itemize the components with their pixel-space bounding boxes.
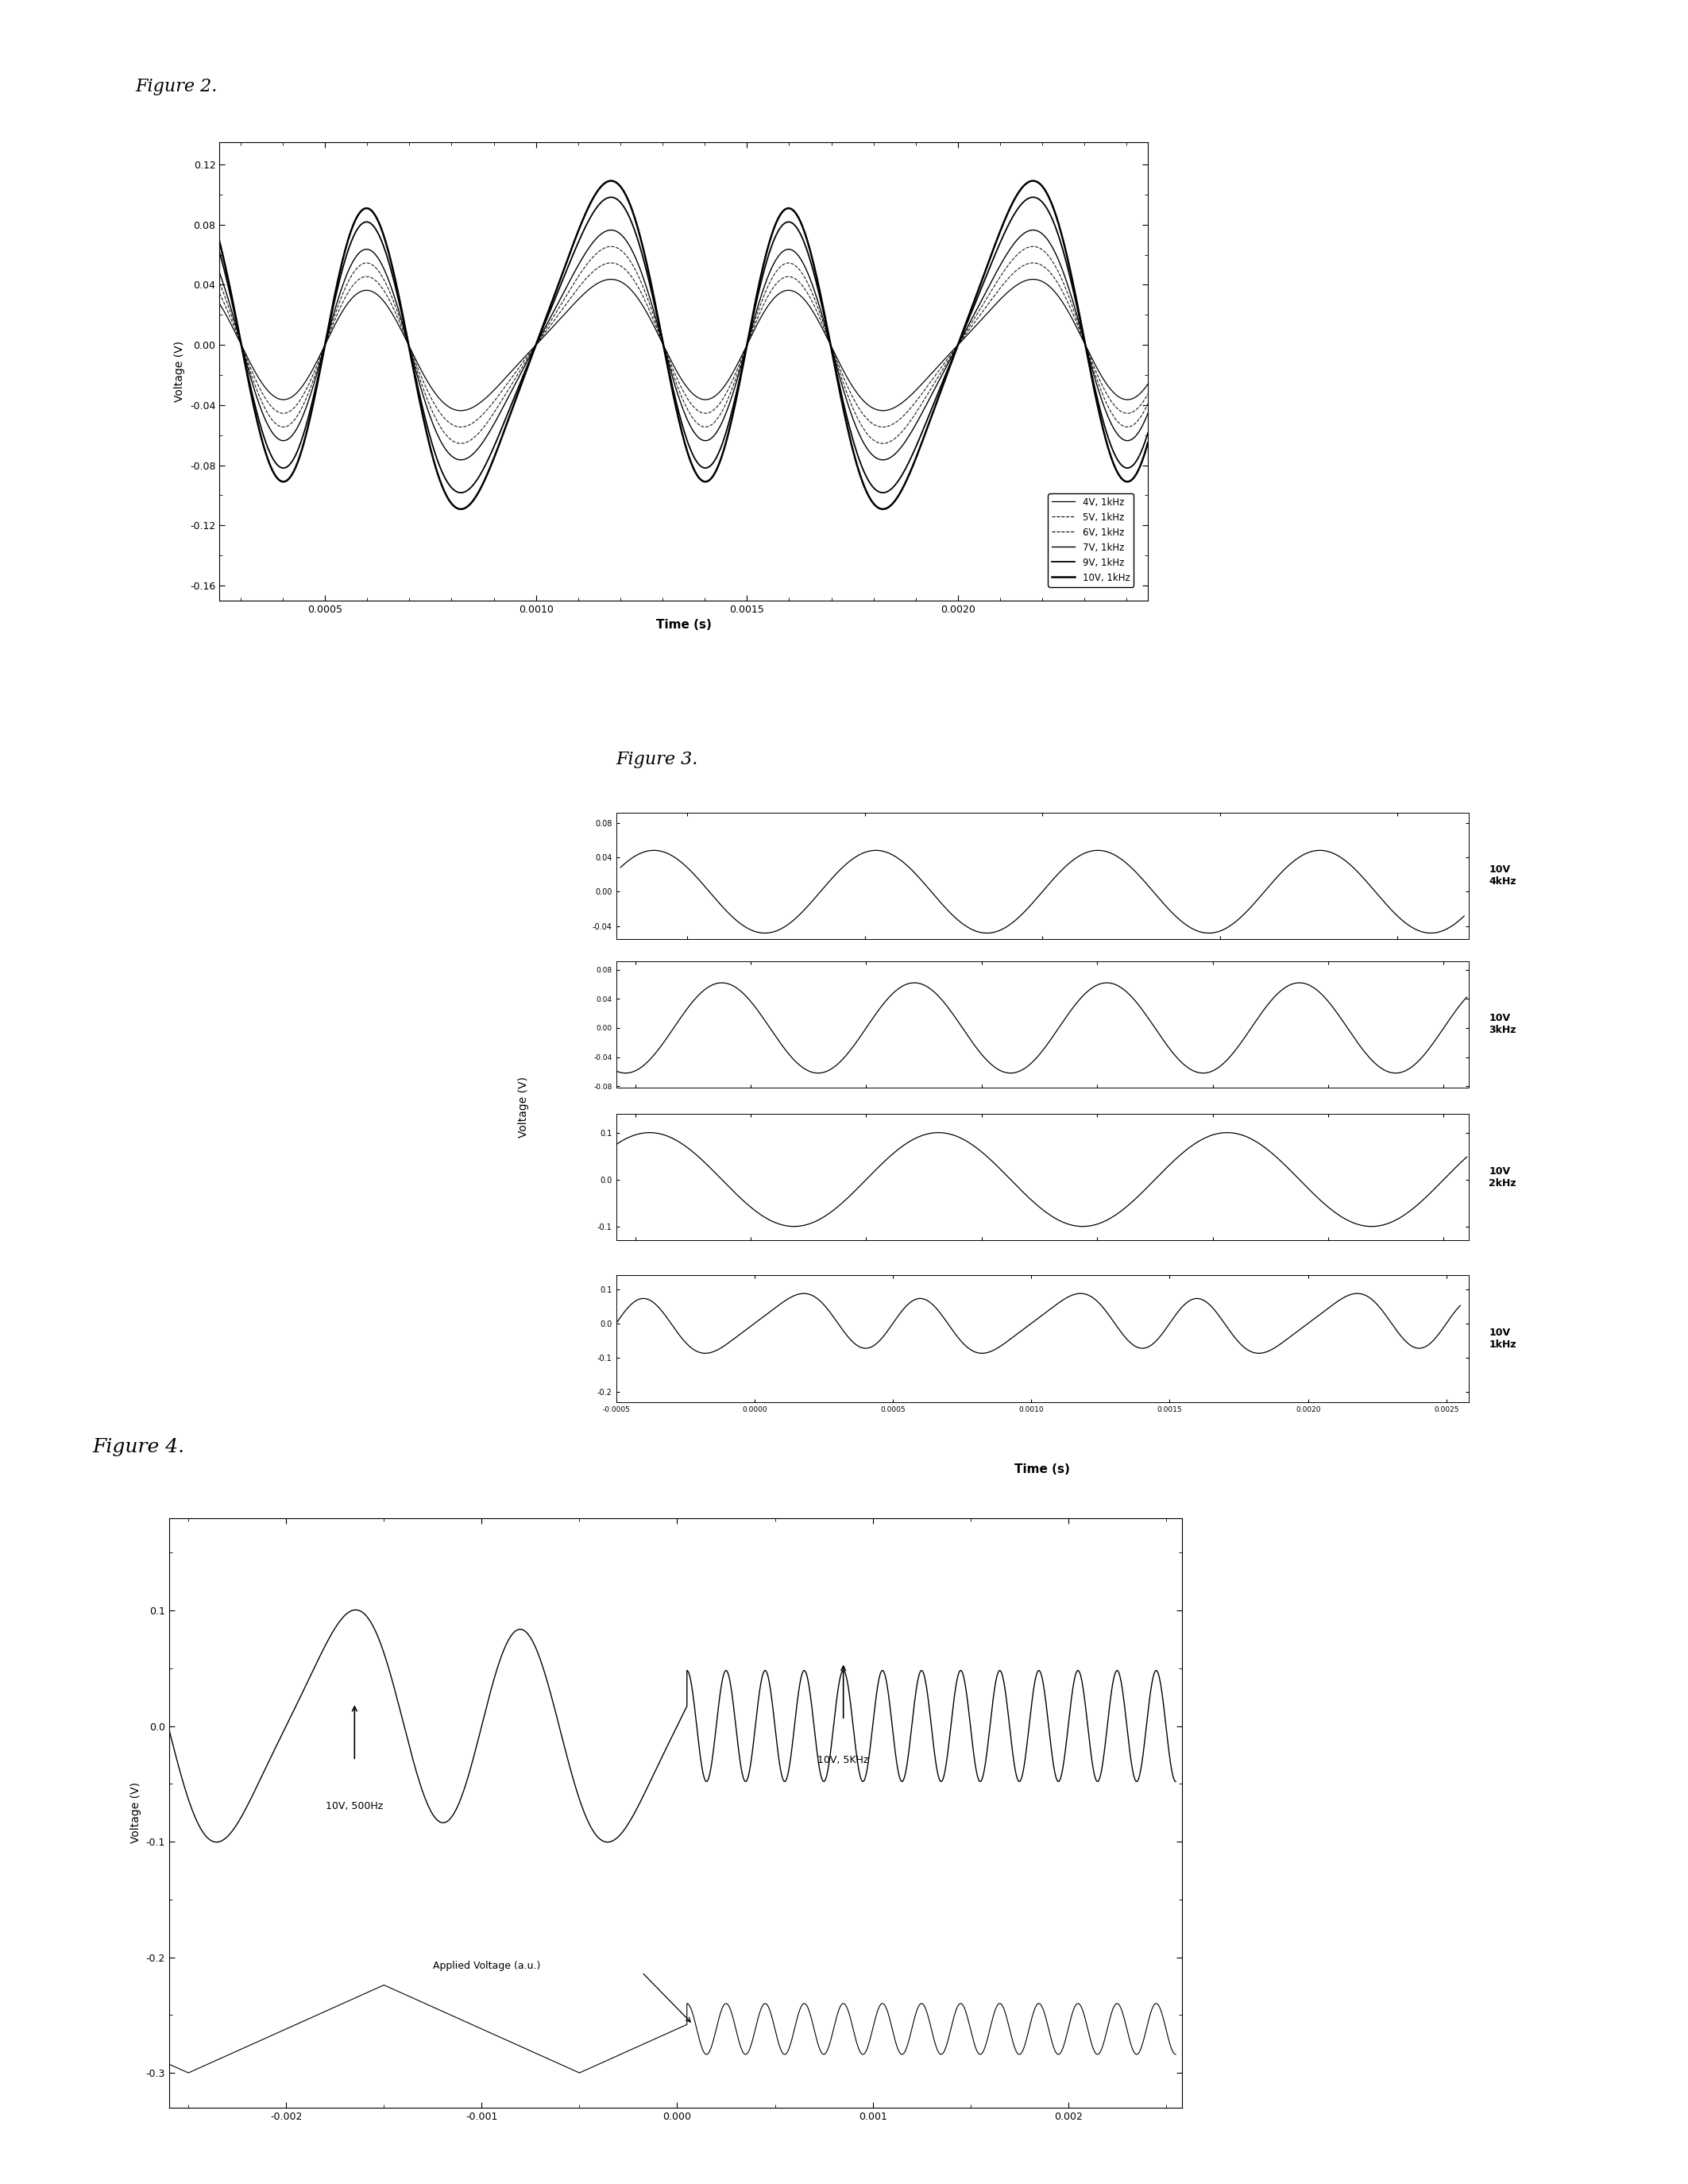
Text: 10V
4kHz: 10V 4kHz bbox=[1489, 865, 1516, 887]
Text: 10V
1kHz: 10V 1kHz bbox=[1489, 1328, 1516, 1350]
Text: 10V, 5KHz: 10V, 5KHz bbox=[817, 1756, 869, 1765]
Y-axis label: Voltage (V): Voltage (V) bbox=[174, 341, 186, 402]
Text: Voltage (V): Voltage (V) bbox=[518, 1077, 528, 1138]
Text: 10V, 500Hz: 10V, 500Hz bbox=[326, 1802, 383, 1811]
Text: Time (s): Time (s) bbox=[1014, 1463, 1070, 1474]
Text: Applied Voltage (a.u.): Applied Voltage (a.u.) bbox=[432, 1961, 540, 1972]
Text: 10V
2kHz: 10V 2kHz bbox=[1489, 1166, 1516, 1188]
Legend: 4V, 1kHz, 5V, 1kHz, 6V, 1kHz, 7V, 1kHz, 9V, 1kHz, 10V, 1kHz: 4V, 1kHz, 5V, 1kHz, 6V, 1kHz, 7V, 1kHz, … bbox=[1048, 494, 1134, 587]
Text: 10V
3kHz: 10V 3kHz bbox=[1489, 1013, 1516, 1035]
Text: Figure 2.: Figure 2. bbox=[135, 79, 218, 96]
Y-axis label: Voltage (V): Voltage (V) bbox=[130, 1782, 142, 1843]
X-axis label: Time (s): Time (s) bbox=[657, 620, 711, 631]
Text: Figure 4.: Figure 4. bbox=[93, 1437, 186, 1457]
Text: Figure 3.: Figure 3. bbox=[616, 751, 699, 769]
